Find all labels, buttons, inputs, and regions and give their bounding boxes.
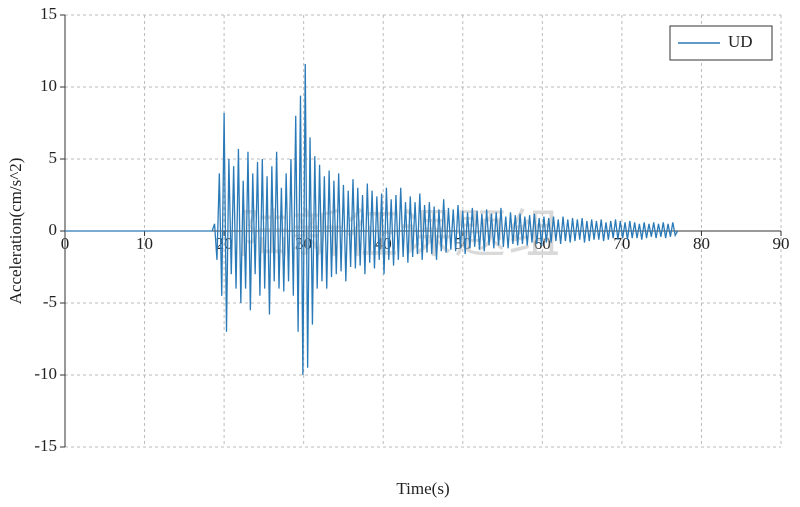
y-tick-label: -5 xyxy=(43,292,57,311)
y-tick-label: 10 xyxy=(40,76,57,95)
y-axis-label: Acceleration(cm/s^2) xyxy=(6,158,25,305)
x-tick-label: 90 xyxy=(773,234,790,253)
y-tick-label: -15 xyxy=(34,436,57,455)
y-tick-label: 0 xyxy=(49,220,58,239)
x-tick-label: 80 xyxy=(693,234,710,253)
legend: UD xyxy=(669,25,773,61)
x-tick-label: 10 xyxy=(136,234,153,253)
x-axis-label: Time(s) xyxy=(396,479,449,498)
y-tick-label: -10 xyxy=(34,364,57,383)
legend-label: UD xyxy=(728,32,753,51)
y-tick-label: 5 xyxy=(49,148,58,167)
x-tick-label: 50 xyxy=(454,234,471,253)
series-line xyxy=(65,63,679,376)
y-tick-label: 15 xyxy=(40,4,57,23)
